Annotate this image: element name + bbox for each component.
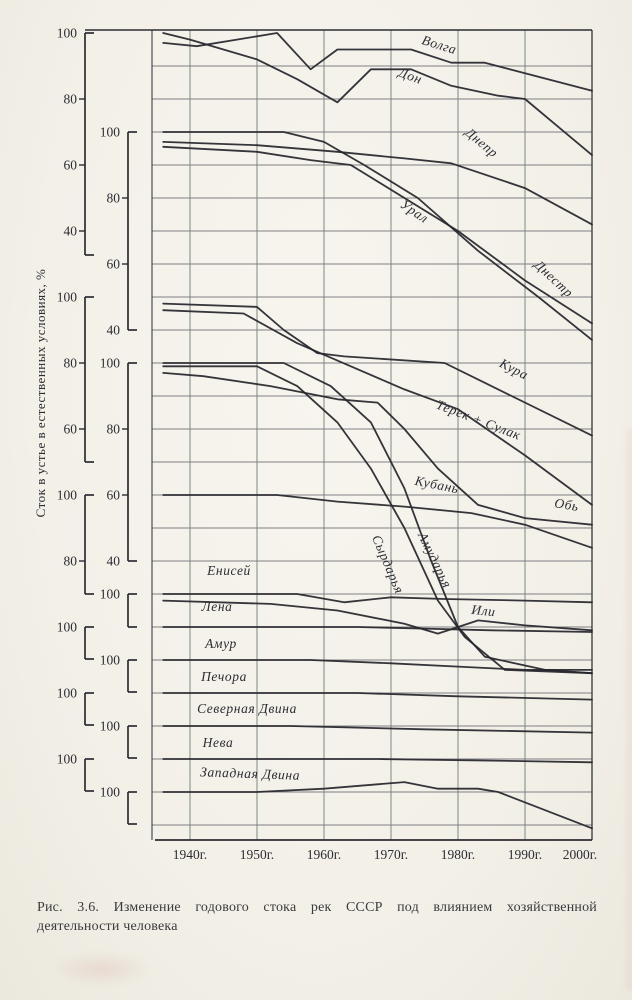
label-kuban: Кубань [413,473,460,496]
series-neva [162,758,593,764]
series-syrdarya [162,365,593,675]
axis-A2: 100 80 60 [57,290,94,463]
label-pechora: Печора [200,669,247,684]
axis-A5-tick-100: 100 [57,686,78,701]
axis-B2-tick-100: 100 [100,356,121,371]
x-axis-labels: 1940г. 1950г. 1960г. 1970г. 1980г. 1990г. 2000… [173,847,597,862]
axis-A3: 100 80 [57,488,94,595]
label-syrdarya: Сырдарья [369,533,407,596]
axis-A2-tick-60: 60 [64,422,78,437]
label-ob: Обь [553,495,580,514]
label-neva: Нева [202,735,234,750]
axis-B3-tick-100: 100 [100,587,121,602]
label-zap-dvina: Западная Двина [200,764,300,782]
axis-B3: 100 [100,587,137,628]
x-tick-1970: 1970г. [374,847,408,862]
axis-B6-tick-100: 100 [100,785,121,800]
axis-A4-tick-100: 100 [57,620,78,635]
axis-B1-tick-80: 80 [107,191,121,206]
series-sev-dvina [162,725,593,734]
series-amudarya [162,362,593,675]
series-don [162,32,593,157]
axis-B6: 100 [100,785,137,825]
series-enisey [162,593,593,604]
axis-A1-tick-100: 100 [57,26,78,41]
label-volga: Волга [420,32,458,57]
label-dnestr: Днестр [530,256,576,301]
x-tick-1990: 1990г. [508,847,542,862]
label-kura: Кура [496,355,531,382]
axis-B1-tick-40: 40 [107,323,121,338]
series-lena [162,626,593,633]
axis-B5-tick-100: 100 [100,719,121,734]
series-amur [162,659,593,671]
series-ural [162,145,593,325]
axis-A1-tick-40: 40 [64,224,78,239]
series-dnestr [162,131,593,341]
axis-A1: 100 80 60 40 [57,26,94,256]
series-volga [162,32,593,92]
label-sev-dvina: Северная Двина [197,701,297,716]
axis-A6: 100 [57,752,94,792]
series-pechora [162,692,593,701]
axis-A2-tick-100: 100 [57,290,78,305]
series-ob [162,494,593,549]
y-axis-title: Сток в устье в естественных условиях, % [33,269,48,518]
axis-A5: 100 [57,686,94,726]
axis-A1-tick-80: 80 [64,92,78,107]
x-tick-1950: 1950г. [240,847,274,862]
series-lines [162,32,593,830]
label-ili: Или [470,602,497,620]
x-tick-2000: 2000г. [563,847,597,862]
river-flow-chart: 1008060401008060401008060100806040100801… [33,26,597,863]
axis-B2-tick-60: 60 [107,488,121,503]
axis-A2-tick-80: 80 [64,356,78,371]
page-edge-shadow [625,430,632,990]
label-ural: Урал [398,197,432,226]
axis-A6-tick-100: 100 [57,752,78,767]
x-tick-1980: 1980г. [441,847,475,862]
x-tick-1940: 1940г. [173,847,207,862]
axis-B1: 100 80 60 40 [100,125,137,338]
axis-B4: 100 [100,653,137,693]
series-dnepr [162,140,593,226]
label-terek-sulak: Терек + Сулак [434,397,523,443]
figure-caption: Рис. 3.6. Изменение годового стока рек С… [37,898,597,936]
axis-B2: 100 80 60 40 [100,356,137,569]
label-don: Дон [395,64,424,87]
label-amur: Амур [204,636,237,651]
series-kuban [162,371,593,526]
axis-B1-tick-60: 60 [107,257,121,272]
axis-B4-tick-100: 100 [100,653,121,668]
axis-A3-tick-100: 100 [57,488,78,503]
axis-B2-tick-40: 40 [107,554,121,569]
axis-A4: 100 [57,620,94,660]
scan-smudge [52,952,152,986]
caption-line-1: Рис. 3.6. Изменение годового стока рек С… [37,900,597,915]
axis-B2-tick-80: 80 [107,422,121,437]
series-kura [162,302,593,437]
grid [152,30,593,840]
label-dnepr: Днепр [461,123,501,160]
caption-line-2: деятельности человека [37,919,178,934]
axis-B1-tick-100: 100 [100,125,121,140]
x-tick-1960: 1960г. [307,847,341,862]
label-amudarya: Амударья [415,529,455,591]
label-enisey: Енисей [206,563,251,578]
axis-B5: 100 [100,719,137,759]
chart-area: 100 80 60 40 100 80 60 40 100 80 60 100 80 60 40 100 80 1… [33,26,597,863]
axis-A3-tick-80: 80 [64,554,78,569]
label-lena: Лена [201,599,233,614]
series-terek-sulak [162,309,593,506]
series-zap-dvina [162,781,593,830]
axis-A1-tick-60: 60 [64,158,78,173]
